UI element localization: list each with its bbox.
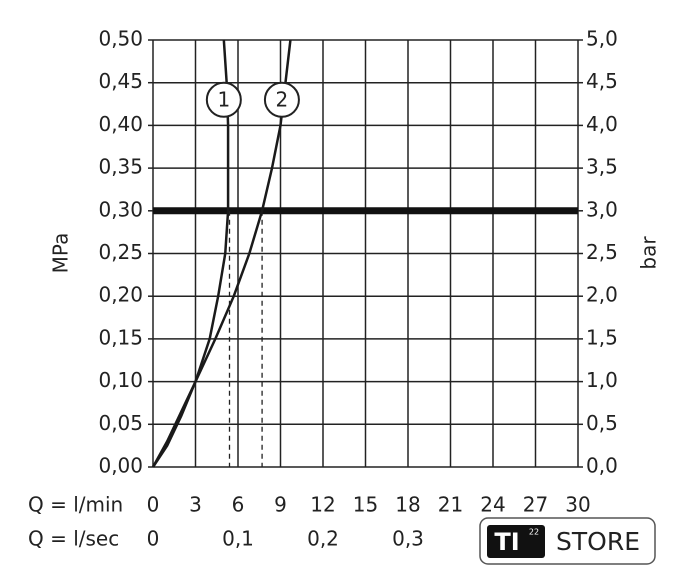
series-label: 2 (276, 87, 289, 111)
y2-tick-label: 3,5 (586, 155, 618, 179)
y2-tick-label: 3,0 (586, 197, 618, 221)
y-tick-label: 0,50 (98, 27, 143, 51)
y2-tick-label: 1,5 (586, 325, 618, 349)
x-tick-label: 9 (274, 493, 287, 517)
y-tick-label: 0,30 (98, 197, 143, 221)
y2-tick-label: 4,5 (586, 69, 618, 93)
x-tick-label: 24 (480, 493, 505, 517)
x2-tick-label: 0,2 (307, 527, 339, 551)
x-tick-label: 3 (189, 493, 202, 517)
x-tick-label: 30 (565, 493, 590, 517)
y2-tick-label: 0,0 (586, 454, 618, 478)
y-tick-label: 0,25 (98, 240, 143, 264)
watermark-badge (487, 525, 545, 558)
y-axis-label: MPa (49, 233, 73, 274)
x2-tick-label: 0,1 (222, 527, 254, 551)
x-tick-label: 21 (438, 493, 463, 517)
x2-tick-label: 0 (147, 527, 160, 551)
y2-tick-label: 2,5 (586, 240, 618, 264)
x-tick-label: 6 (232, 493, 245, 517)
series-line (151, 39, 292, 468)
watermark: TI 22 STORE (479, 517, 656, 565)
x-tick-label: 12 (310, 493, 335, 517)
y-tick-label: 0,10 (98, 368, 143, 392)
y2-tick-label: 1,0 (586, 368, 618, 392)
y2-tick-label: 4,0 (586, 112, 618, 136)
y2-tick-label: 0,5 (586, 411, 618, 435)
series-label-circle (263, 81, 300, 118)
y-tick-label: 0,00 (98, 454, 143, 478)
y-tick-label: 0,15 (98, 325, 143, 349)
y2-tick-label: 2,0 (586, 283, 618, 307)
y-tick-label: 0,45 (98, 69, 143, 93)
watermark-text: STORE (556, 527, 640, 556)
x-tick-label: 0 (147, 493, 160, 517)
watermark-superscript: 22 (529, 528, 539, 537)
x-tick-label: 27 (523, 493, 548, 517)
x2-tick-label: 0,3 (392, 527, 424, 551)
x-tick-label: 18 (395, 493, 420, 517)
y-tick-label: 0,20 (98, 283, 143, 307)
x-axis-label: Q = l/min (28, 493, 123, 517)
x-tick-label: 15 (353, 493, 378, 517)
series-label-circle (205, 81, 242, 118)
y2-tick-label: 5,0 (586, 27, 618, 51)
watermark-brand: TI (494, 528, 519, 556)
series-label: 1 (217, 87, 230, 111)
y-tick-label: 0,35 (98, 155, 143, 179)
y-tick-label: 0,05 (98, 411, 143, 435)
y2-axis-label: bar (637, 236, 661, 270)
x2-axis-label: Q = l/sec (28, 527, 119, 551)
y-tick-label: 0,40 (98, 112, 143, 136)
